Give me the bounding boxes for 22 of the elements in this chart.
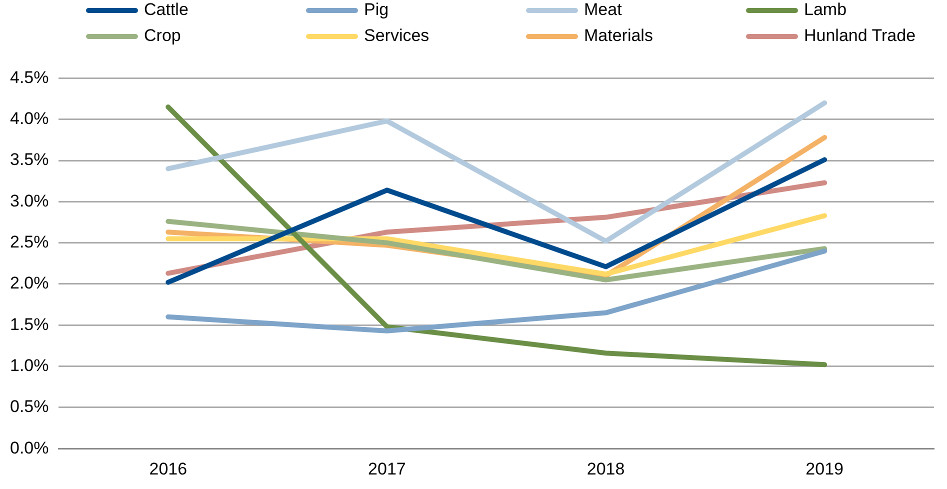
legend-label: Lamb — [804, 0, 847, 20]
x-tick-label: 2017 — [368, 459, 406, 478]
y-tick-label: 2.0% — [10, 274, 49, 293]
y-tick-label: 2.5% — [10, 232, 49, 252]
y-tick-label: 4.0% — [10, 109, 49, 128]
y-tick-label: 3.5% — [10, 150, 49, 170]
legend-label: Materials — [584, 26, 653, 46]
legend-label: Meat — [584, 0, 622, 20]
x-tick-label: 2019 — [806, 459, 844, 478]
x-tick-label: 2016 — [149, 459, 188, 478]
legend-label: Services — [364, 26, 430, 46]
y-tick-label: 0.0% — [10, 438, 49, 458]
legend-label: Hunland Trade — [804, 26, 916, 46]
y-tick-label: 0.5% — [10, 397, 49, 416]
y-tick-label: 1.5% — [10, 314, 49, 334]
y-tick-label: 3.0% — [10, 191, 49, 210]
legend-label: Crop — [144, 26, 181, 46]
y-tick-label: 1.0% — [10, 356, 49, 375]
legend-label: Cattle — [144, 0, 188, 20]
legend-label: Pig — [364, 0, 389, 20]
y-tick-label: 4.5% — [10, 68, 49, 87]
x-tick-label: 2018 — [586, 459, 625, 478]
